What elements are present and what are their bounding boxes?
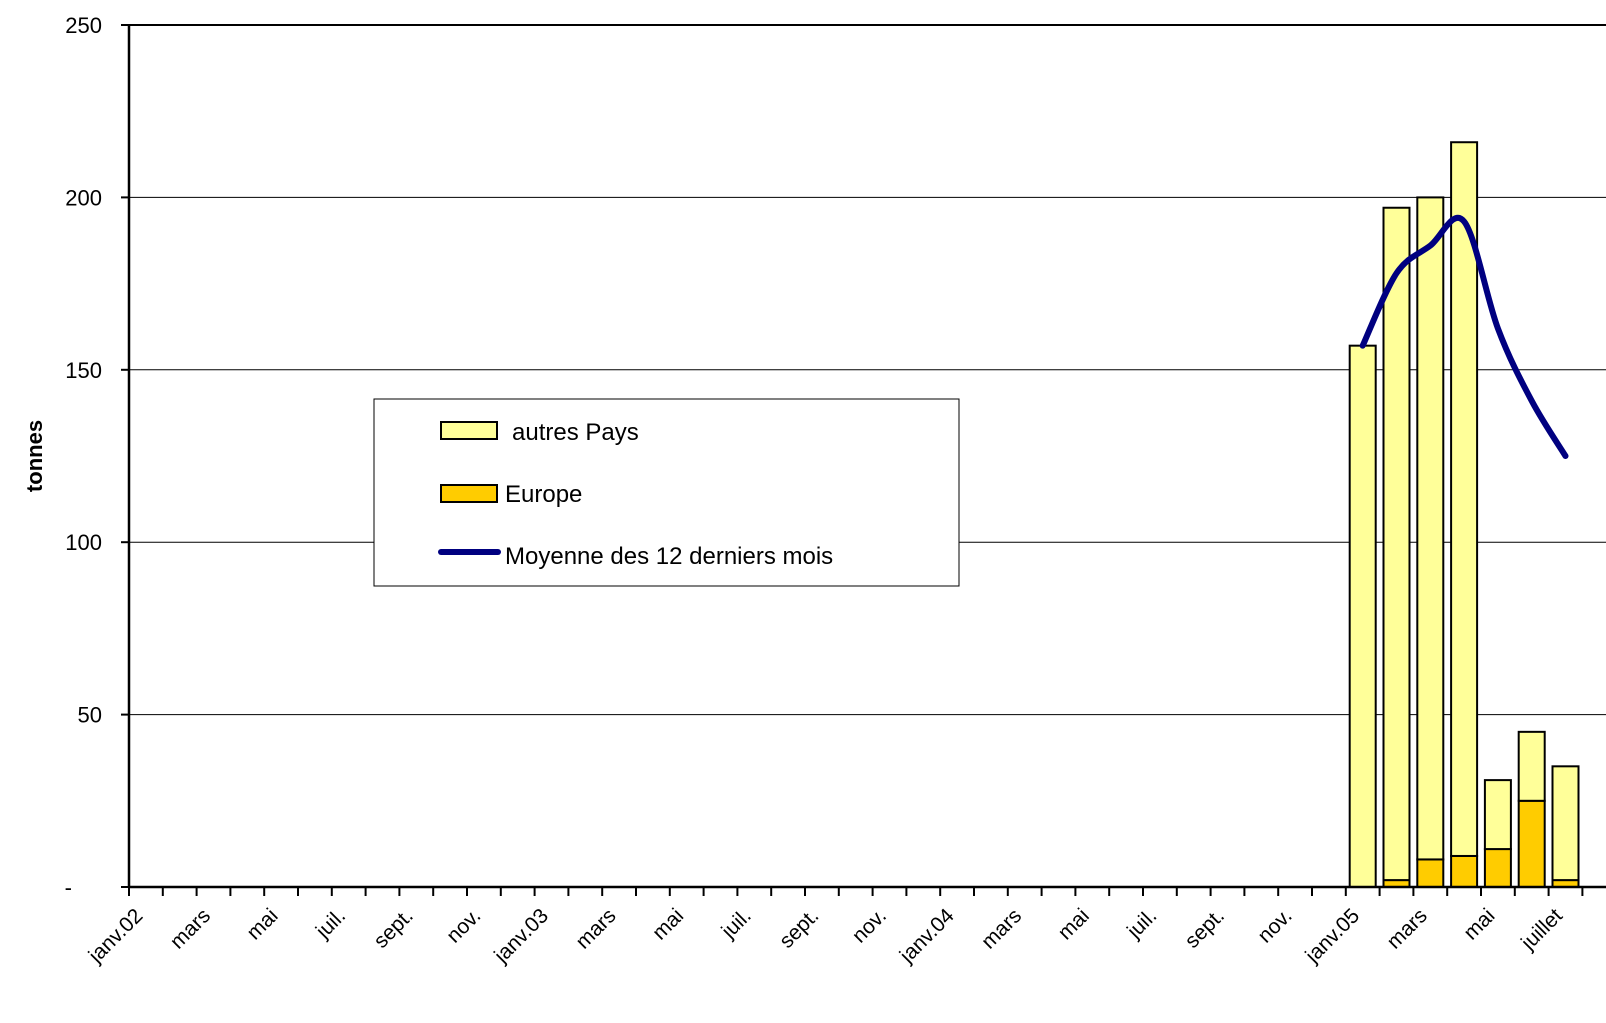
x-tick-label: mai bbox=[1459, 904, 1499, 944]
legend-label-average: Moyenne des 12 derniers mois bbox=[505, 543, 833, 570]
bar-autres-pays bbox=[1348, 344, 1377, 888]
y-tick-label: 100 bbox=[65, 530, 102, 555]
x-tick-label: mai bbox=[242, 904, 282, 944]
x-tick-label: janv.05 bbox=[1300, 904, 1364, 968]
legend-label-europe: Europe bbox=[505, 481, 582, 508]
x-tick-label: mars bbox=[166, 904, 215, 953]
legend-swatch-autres-pays bbox=[440, 421, 498, 440]
legend-label-autres-pays: autres Pays bbox=[512, 419, 639, 446]
x-tick-label: mars bbox=[1383, 904, 1432, 953]
x-tick-labels: janv.02 mars mai juil. sept. nov. janv.03 mars m… bbox=[84, 904, 1567, 968]
x-tick-label: mai bbox=[648, 904, 688, 944]
x-tick-label: juil. bbox=[1122, 904, 1161, 943]
x-tick-label: janv.04 bbox=[895, 904, 959, 968]
axes bbox=[121, 24, 1606, 896]
y-tick-label: 50 bbox=[78, 703, 102, 728]
x-tick-label: mars bbox=[571, 904, 620, 953]
x-tick-label: mai bbox=[1054, 904, 1094, 944]
average-line bbox=[1359, 215, 1569, 459]
y-tick-label: 200 bbox=[65, 185, 102, 210]
x-tick-label: nov. bbox=[1253, 904, 1296, 947]
average-line-layer bbox=[1359, 215, 1569, 459]
x-tick-label: sept. bbox=[369, 904, 417, 952]
bar-europe bbox=[1483, 848, 1512, 889]
bar-autres-pays bbox=[1382, 206, 1411, 882]
x-tick-label: nov. bbox=[848, 904, 891, 947]
x-tick-label: juil. bbox=[311, 904, 350, 943]
x-tick-label: sept. bbox=[775, 904, 823, 952]
y-tick-labels: - 50 100 150 200 250 bbox=[65, 13, 102, 900]
y-tick-label: 150 bbox=[65, 358, 102, 383]
bar-europe bbox=[1416, 858, 1445, 889]
y-axis-title: tonnes bbox=[22, 420, 47, 492]
bar-europe bbox=[1450, 854, 1479, 889]
bar-autres-pays bbox=[1551, 765, 1580, 882]
bar-autres-pays bbox=[1483, 779, 1512, 851]
x-tick-label: juil. bbox=[717, 904, 756, 943]
bars bbox=[1348, 141, 1580, 889]
x-tick-label: mars bbox=[977, 904, 1026, 953]
y-tick-label: - bbox=[65, 875, 72, 900]
bar-europe bbox=[1517, 799, 1546, 888]
bar-autres-pays bbox=[1450, 141, 1479, 857]
x-tick-label: nov. bbox=[442, 904, 485, 947]
bar-autres-pays bbox=[1517, 730, 1546, 802]
y-tick-label: 250 bbox=[65, 13, 102, 38]
bar-autres-pays bbox=[1416, 196, 1445, 861]
legend: autres Pays Europe Moyenne des 12 dernie… bbox=[373, 398, 960, 587]
legend-swatch-europe bbox=[440, 484, 498, 503]
x-tick-label: sept. bbox=[1181, 904, 1229, 952]
x-tick-label: juillet bbox=[1516, 904, 1567, 955]
x-tick-label: janv.02 bbox=[84, 904, 148, 968]
x-tick-label: janv.03 bbox=[489, 904, 553, 968]
